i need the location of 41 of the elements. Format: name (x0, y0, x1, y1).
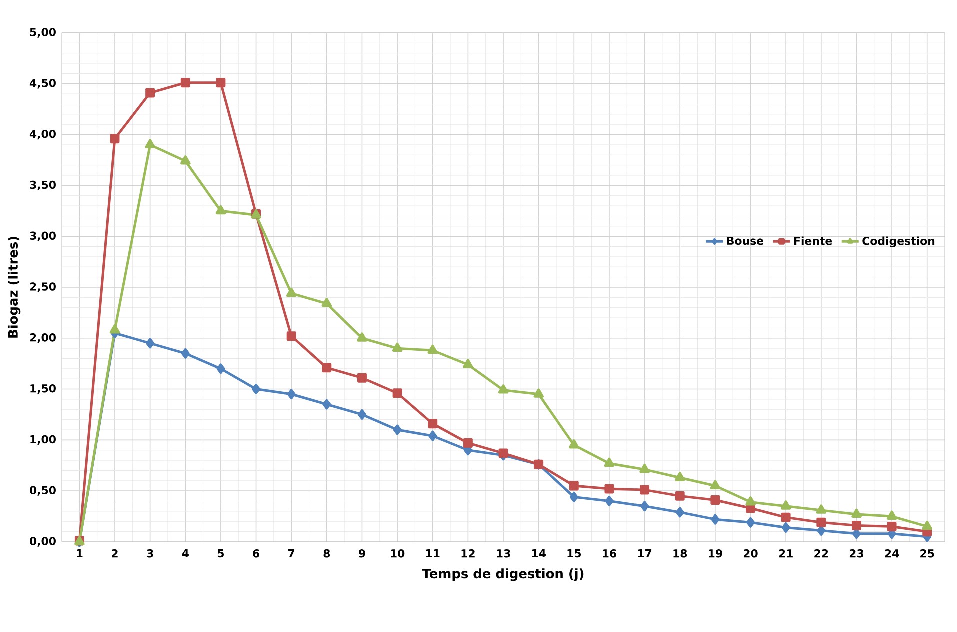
y-tick-label: 5,00 (30, 28, 56, 38)
x-tick-label: 21 (779, 550, 793, 558)
y-tick-label: 4,50 (30, 79, 56, 89)
y-tick-label: 0,00 (30, 537, 56, 547)
y-tick-label: 1,00 (30, 435, 56, 446)
x-tick-label: 20 (744, 550, 758, 558)
y-tick-label: 3,00 (30, 232, 56, 242)
x-axis-title: Temps de digestion (j) (422, 568, 584, 582)
x-tick-label: 19 (709, 549, 722, 558)
x-tick-label: 25 (920, 550, 934, 558)
legend-label: Codigestion (862, 236, 935, 248)
x-tick-label: 5 (218, 549, 224, 558)
x-tick-label: 11 (426, 549, 440, 558)
y-tick-label: 4,00 (30, 130, 56, 140)
y-tick-label: 0,50 (30, 486, 56, 496)
x-tick-label: 4 (182, 549, 189, 558)
y-tick-label: 2,50 (30, 282, 56, 292)
x-tick-label: 18 (674, 550, 688, 558)
x-tick-label: 3 (147, 550, 154, 558)
x-tick-label: 14 (532, 549, 546, 558)
x-tick-label: 17 (638, 549, 652, 558)
x-tick-label: 7 (288, 549, 295, 558)
x-tick-label: 15 (568, 549, 582, 558)
legend-label: Fiente (794, 236, 832, 246)
x-tick-label: 22 (814, 550, 828, 558)
x-tick-label: 2 (112, 550, 118, 558)
x-tick-label: 1 (77, 549, 83, 558)
x-tick-label: 16 (603, 549, 617, 558)
y-tick-label: 1,50 (30, 384, 56, 394)
x-tick-label: 13 (497, 550, 510, 558)
x-tick-label: 23 (850, 550, 864, 558)
x-tick-label: 10 (391, 550, 405, 558)
x-tick-label: 12 (462, 550, 475, 558)
x-tick-label: 9 (358, 549, 366, 558)
x-tick-label: 6 (253, 549, 260, 558)
legend-label: Bouse (727, 236, 764, 246)
x-tick-label: 24 (885, 550, 900, 558)
y-axis-title: Biogaz (litres) (8, 237, 21, 338)
y-tick-label: 3,50 (30, 180, 56, 191)
x-tick-label: 8 (324, 550, 330, 558)
y-tick-label: 2,00 (30, 334, 56, 344)
